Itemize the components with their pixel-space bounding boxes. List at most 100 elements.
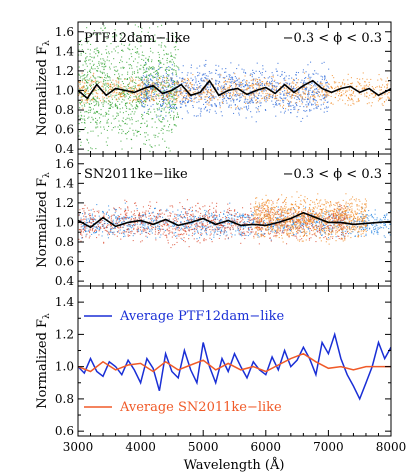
scatter-point [247,102,249,104]
scatter-point [351,83,353,85]
scatter-point [293,108,295,110]
scatter-point [287,228,289,230]
scatter-point [107,234,109,236]
scatter-point [169,92,171,94]
scatter-point [283,88,285,90]
scatter-point [147,112,149,114]
scatter-point [91,230,93,232]
scatter-point [96,66,98,68]
scatter-point [108,96,110,98]
scatter-point [187,112,189,114]
scatter-point [158,93,160,95]
scatter-point [212,95,214,97]
scatter-point [157,87,159,89]
scatter-point [222,100,224,102]
scatter-point [181,238,183,240]
scatter-point [251,116,253,118]
scatter-point [146,124,148,126]
scatter-point [227,223,229,225]
scatter-point [96,228,98,230]
scatter-point [173,86,175,88]
scatter-point [117,87,119,89]
scatter-point [169,215,171,217]
scatter-point [83,87,85,89]
scatter-point [146,77,148,79]
scatter-point [126,102,128,104]
scatter-point [189,89,191,91]
scatter-point [314,102,316,104]
scatter-point [170,55,172,57]
scatter-point [163,100,165,102]
scatter-point [228,76,230,78]
scatter-point [366,214,368,216]
scatter-point [272,74,274,76]
scatter-point [101,73,103,75]
scatter-point [320,232,322,234]
scatter-point [134,99,136,101]
scatter-point [87,230,89,232]
scatter-point [145,96,147,98]
scatter-point [84,105,86,107]
scatter-point [292,78,294,80]
scatter-point [358,100,360,102]
scatter-point [205,78,207,80]
scatter-point [248,105,250,107]
scatter-point [388,98,390,100]
scatter-point [163,63,165,65]
scatter-point [387,219,389,221]
scatter-point [96,111,98,113]
scatter-point [387,96,389,98]
scatter-point [112,79,114,81]
y-tick-label: 1.2 [55,64,74,78]
scatter-point [114,29,116,31]
scatter-point [79,88,81,90]
scatter-point [202,80,204,82]
scatter-point [87,48,89,50]
scatter-point [321,216,323,218]
scatter-point [171,78,173,80]
scatter-point [127,84,129,86]
scatter-point [146,139,148,141]
scatter-point [325,88,327,90]
scatter-point [185,85,187,87]
scatter-point [85,38,87,40]
scatter-point [197,71,199,73]
scatter-point [183,82,185,84]
scatter-point [207,75,209,77]
scatter-point [95,82,97,84]
scatter-point [211,94,213,96]
scatter-point [213,98,215,100]
scatter-point [216,202,218,204]
scatter-point [210,104,212,106]
scatter-point [318,216,320,218]
scatter-point [197,115,199,117]
scatter-point [128,64,130,66]
scatter-point [96,210,98,212]
scatter-point [111,222,113,224]
scatter-point [284,90,286,92]
scatter-point [219,81,221,83]
scatter-point [268,227,270,229]
scatter-point [319,229,321,231]
scatter-point [98,230,100,232]
scatter-point [144,86,146,88]
scatter-point [201,226,203,228]
scatter-point [187,219,189,221]
scatter-point [84,127,86,129]
scatter-point [185,211,187,213]
scatter-point [144,215,146,217]
scatter-point [262,89,264,91]
scatter-point [218,214,220,216]
scatter-point [101,63,103,65]
scatter-point [161,24,163,26]
scatter-point [176,80,178,82]
scatter-point [188,80,190,82]
scatter-point [128,228,130,230]
scatter-point [251,85,253,87]
scatter-point [217,82,219,84]
scatter-point [233,215,235,217]
scatter-point [200,85,202,87]
scatter-point [96,123,98,125]
scatter-point [172,74,174,76]
scatter-point [159,223,161,225]
